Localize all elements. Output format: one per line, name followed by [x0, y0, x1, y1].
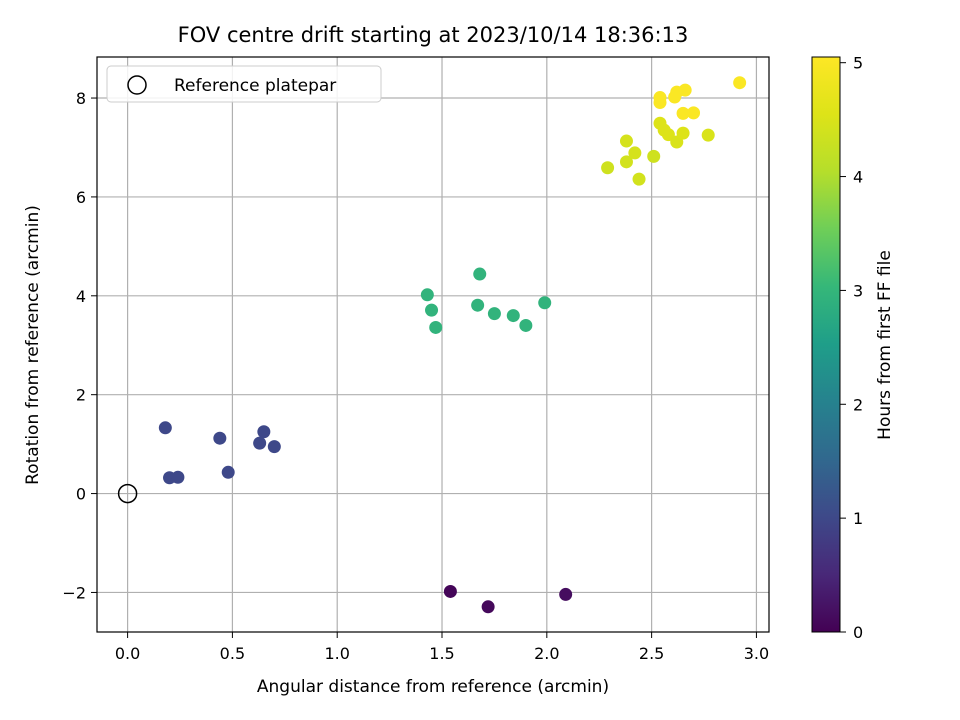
colorbar-tick-label: 4 [853, 168, 863, 187]
colorbar-ticks: 0 1 2 3 4 5 [840, 54, 863, 642]
colorbar-tick-label: 0 [853, 623, 863, 642]
data-points [158, 76, 747, 614]
data-point [653, 91, 667, 105]
legend: Reference platepar [106, 65, 382, 103]
plot-frame [96, 56, 770, 633]
x-tick-label: 0.5 [220, 644, 245, 663]
data-point [158, 421, 172, 435]
data-point [213, 431, 227, 445]
data-point [676, 106, 690, 120]
data-point [473, 267, 487, 281]
x-axis-title: Angular distance from reference (arcmin) [257, 677, 609, 697]
y-tick-label: 6 [76, 188, 86, 207]
data-point [471, 298, 485, 312]
data-point [425, 303, 439, 317]
data-point [506, 309, 520, 323]
colorbar-frame [811, 56, 841, 633]
data-point [481, 600, 495, 614]
data-point [538, 296, 552, 310]
y-tick-label: 8 [76, 89, 86, 108]
data-point [601, 161, 615, 175]
colorbar: 0 1 2 3 4 5 Hours from first FF file [811, 54, 895, 642]
data-point [559, 587, 573, 601]
chart-title: FOV centre drift starting at 2023/10/14 … [178, 23, 689, 47]
data-point [701, 128, 715, 142]
data-point [661, 128, 675, 142]
data-point [487, 307, 501, 321]
data-point [429, 320, 443, 334]
data-point [257, 425, 271, 439]
data-point [253, 436, 267, 450]
x-tick-label: 0.0 [115, 644, 140, 663]
legend-open-circle-icon [127, 75, 147, 95]
colorbar-tick-label: 5 [853, 54, 863, 73]
y-tick-label: 4 [76, 287, 86, 306]
data-point [678, 83, 692, 97]
legend-box [106, 65, 382, 103]
x-tick-label: 1.0 [324, 644, 349, 663]
x-tick-label: 1.5 [429, 644, 454, 663]
data-point [619, 155, 633, 169]
data-point [619, 134, 633, 148]
reference-platepar-marker [117, 483, 138, 504]
data-point [519, 318, 533, 332]
colorbar-gradient [812, 57, 840, 632]
x-tick-label: 2.5 [639, 644, 664, 663]
data-point [676, 126, 690, 140]
colorbar-tick-label: 2 [853, 395, 863, 414]
data-point [647, 149, 661, 163]
data-point [443, 584, 457, 598]
legend-label: Reference platepar [174, 76, 336, 96]
data-point [267, 440, 281, 454]
colorbar-tick-label: 1 [853, 509, 863, 528]
data-point [632, 172, 646, 186]
y-tick-label: −2 [62, 583, 86, 602]
data-point [221, 465, 235, 479]
colorbar-tick-label: 3 [853, 281, 863, 300]
plot-area [97, 57, 769, 632]
x-tick-label: 3.0 [744, 644, 769, 663]
data-point [420, 288, 434, 302]
data-point [171, 470, 185, 484]
data-point [733, 76, 747, 90]
data-point [687, 106, 701, 120]
colorbar-title: Hours from first FF file [875, 250, 895, 440]
x-axis-ticks: 0.0 0.5 1.0 1.5 2.0 2.5 3.0 [115, 632, 769, 663]
data-point [628, 146, 642, 160]
y-axis-ticks: −2 0 2 4 6 8 [62, 89, 97, 602]
y-axis-title: Rotation from reference (arcmin) [23, 205, 43, 485]
y-tick-label: 0 [76, 485, 86, 504]
y-tick-label: 2 [76, 386, 86, 405]
x-tick-label: 2.0 [534, 644, 559, 663]
